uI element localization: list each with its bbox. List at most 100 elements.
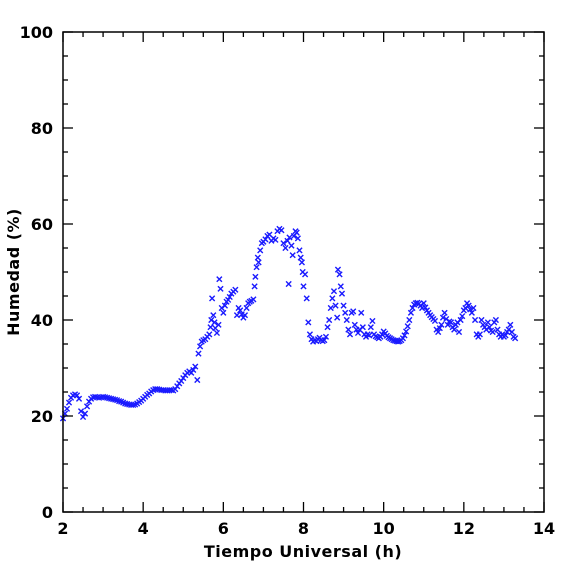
data-point (492, 316, 499, 324)
data-point (294, 235, 301, 242)
x-tick-label: 4 (138, 519, 149, 538)
data-point (476, 331, 483, 338)
data-point (404, 323, 411, 330)
data-point (494, 326, 501, 333)
data-point (252, 273, 259, 280)
data-point (233, 312, 241, 319)
data-point (486, 324, 493, 331)
y-tick-label: 20 (31, 407, 53, 426)
data-point (194, 376, 201, 384)
data-point (73, 392, 81, 399)
data-point (322, 333, 330, 340)
y-tick-label: 60 (31, 215, 53, 234)
data-point (293, 229, 300, 236)
data-point (457, 316, 464, 324)
data-point (207, 324, 214, 331)
data-point (79, 413, 87, 421)
data-point (282, 244, 289, 252)
data-point (436, 325, 443, 332)
x-tick-label: 6 (218, 519, 229, 538)
data-point (507, 321, 514, 328)
data-point (351, 321, 358, 328)
data-point (345, 326, 352, 333)
data-point (502, 332, 509, 339)
x-tick-label: 14 (533, 519, 555, 538)
data-point (300, 283, 307, 290)
data-point (253, 264, 260, 271)
data-point (321, 337, 328, 344)
data-point (195, 350, 202, 357)
data-point (255, 259, 262, 266)
data-point (262, 236, 269, 243)
tick-labels: 2 4 6 8 10 12 14 0 20 40 60 80 100 (20, 23, 556, 538)
data-point (438, 321, 445, 328)
data-point (215, 321, 222, 328)
data-point (399, 335, 407, 342)
data-point (196, 343, 204, 350)
data-point (467, 306, 474, 313)
x-tick-label: 10 (373, 519, 395, 538)
data-point (369, 317, 376, 325)
data-point (306, 331, 314, 338)
x-axis-label: Tiempo Universal (h) (204, 542, 402, 561)
data-point (451, 326, 458, 333)
data-point (289, 252, 296, 259)
data-point (512, 335, 519, 342)
y-tick-label: 40 (31, 311, 53, 330)
data-point (334, 266, 342, 273)
data-point (257, 247, 264, 254)
data-point (81, 410, 89, 417)
data-point (358, 309, 365, 316)
data-point (302, 271, 309, 278)
data-point (250, 296, 257, 303)
data-point (395, 338, 402, 345)
data-point (471, 316, 479, 324)
data-point (209, 295, 216, 302)
data-point (329, 295, 336, 302)
data-point (401, 332, 408, 339)
data-point (280, 240, 287, 247)
data-point (83, 403, 91, 410)
data-point (334, 314, 341, 321)
data-point (336, 271, 343, 278)
data-point (254, 254, 261, 261)
data-point (285, 280, 292, 288)
data-point (190, 366, 197, 374)
data-point (439, 314, 447, 321)
data-point (447, 319, 455, 326)
data-point (221, 302, 229, 309)
data-point (359, 324, 366, 331)
data-point (324, 324, 331, 331)
y-tick-label: 0 (42, 503, 53, 522)
data-point (296, 247, 303, 254)
data-points (59, 225, 519, 422)
data-point (330, 288, 338, 295)
data-point (217, 285, 224, 292)
data-point (441, 309, 448, 316)
data-point (210, 312, 217, 319)
data-point (225, 296, 232, 303)
data-point (340, 302, 347, 309)
data-point (484, 319, 491, 326)
data-point (63, 405, 71, 412)
x-tick-label: 12 (453, 519, 475, 538)
data-point (465, 302, 472, 309)
data-point (338, 290, 346, 297)
data-point (422, 304, 429, 311)
data-point (489, 328, 496, 336)
data-point (326, 316, 333, 324)
data-point (468, 309, 475, 316)
data-point (366, 332, 373, 339)
data-point (420, 300, 427, 307)
data-point (354, 329, 362, 337)
data-point (211, 319, 218, 326)
y-tick-label: 80 (31, 119, 53, 138)
data-point (192, 363, 199, 370)
data-point (343, 316, 350, 324)
data-point (288, 242, 295, 249)
data-point (478, 316, 485, 324)
data-point (407, 309, 415, 316)
data-point (77, 408, 85, 415)
data-point (75, 395, 83, 402)
